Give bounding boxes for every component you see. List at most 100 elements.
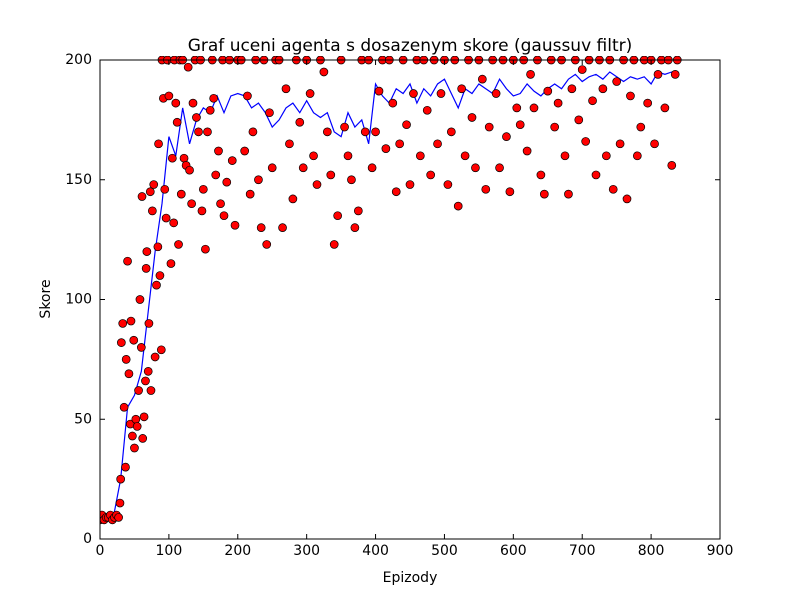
score-point: [670, 70, 680, 79]
score-point: [256, 223, 266, 232]
score-point: [567, 84, 577, 94]
x-axis-label: Epizody: [383, 570, 438, 586]
score-point: [381, 144, 391, 153]
score-point: [150, 352, 160, 362]
score-point: [298, 163, 308, 173]
score-point: [121, 355, 131, 364]
chart-title: Graf uceni agenta s dosazenym skore (gau…: [188, 36, 633, 56]
score-point: [329, 240, 339, 249]
score-point: [145, 187, 155, 197]
score-point: [660, 103, 670, 113]
score-point: [371, 127, 380, 137]
score-point: [176, 189, 186, 199]
y-axis-label: Skore: [38, 279, 54, 318]
score-point: [388, 98, 398, 108]
score-point: [141, 264, 151, 273]
score-point: [409, 89, 418, 98]
score-point: [402, 120, 411, 130]
x-tick-label: 700: [569, 543, 596, 559]
score-point: [591, 170, 601, 180]
score-point: [422, 105, 432, 115]
score-point: [367, 163, 377, 173]
score-point: [285, 139, 294, 149]
score-point: [185, 165, 194, 175]
score-point: [130, 443, 139, 453]
score-point: [550, 122, 560, 132]
x-tick-label: 500: [431, 543, 458, 559]
score-point: [265, 108, 274, 118]
score-point: [152, 280, 161, 290]
score-point: [222, 177, 232, 187]
score-point: [526, 70, 535, 79]
x-tick-label: 900: [707, 543, 734, 559]
score-point: [153, 242, 163, 252]
score-point: [453, 201, 463, 211]
score-point: [350, 223, 360, 232]
score-point: [477, 74, 487, 84]
score-point: [326, 170, 336, 180]
score-point: [154, 139, 163, 149]
score-point: [471, 163, 480, 173]
score-point: [254, 175, 263, 185]
score-point: [512, 103, 522, 113]
score-point: [245, 189, 255, 199]
score-point: [205, 105, 215, 115]
y-tick-label: 50: [74, 411, 92, 427]
score-point: [539, 189, 549, 199]
score-point: [288, 194, 298, 204]
score-point: [343, 151, 353, 161]
score-point: [319, 67, 329, 77]
score-point: [137, 192, 147, 201]
score-point: [248, 127, 258, 137]
score-point: [216, 199, 225, 209]
score-point: [588, 96, 597, 106]
score-point: [203, 127, 212, 137]
score-point: [128, 431, 137, 441]
x-tick-label: 0: [96, 543, 105, 559]
score-point: [156, 345, 166, 355]
score-point: [132, 422, 142, 431]
score-point: [608, 184, 618, 194]
score-point: [322, 127, 332, 137]
score-point: [171, 98, 181, 108]
score-point: [347, 175, 356, 185]
score-point: [144, 319, 154, 328]
score-point: [295, 117, 305, 127]
x-tick-label: 800: [638, 543, 665, 559]
score-point: [484, 122, 494, 132]
score-point: [505, 187, 515, 197]
score-point: [183, 62, 193, 72]
score-point: [169, 218, 179, 228]
score-point: [138, 434, 148, 443]
score-point: [515, 120, 525, 130]
score-point: [167, 153, 177, 163]
x-tick-label: 400: [362, 543, 389, 559]
score-point: [188, 98, 198, 108]
score-point: [574, 115, 584, 125]
score-point: [481, 184, 491, 194]
x-tick-label: 600: [500, 543, 527, 559]
score-point: [650, 139, 659, 149]
score-point: [391, 187, 401, 197]
score-point: [262, 240, 272, 249]
score-point: [495, 163, 504, 173]
score-point: [143, 367, 153, 376]
score-point: [243, 91, 252, 101]
score-point: [139, 412, 149, 422]
score-point: [114, 513, 123, 522]
x-tick-label: 200: [224, 543, 251, 559]
x-tick-label: 100: [156, 543, 183, 559]
score-point: [123, 256, 132, 266]
score-point: [415, 151, 425, 161]
score-point: [626, 91, 635, 101]
score-point: [457, 84, 467, 94]
score-point: [129, 335, 139, 345]
score-point: [116, 474, 126, 484]
score-point: [201, 244, 210, 254]
score-point: [353, 206, 363, 216]
score-point: [667, 161, 677, 170]
score-point: [536, 170, 546, 180]
score-point: [141, 376, 150, 386]
score-point: [581, 137, 591, 146]
